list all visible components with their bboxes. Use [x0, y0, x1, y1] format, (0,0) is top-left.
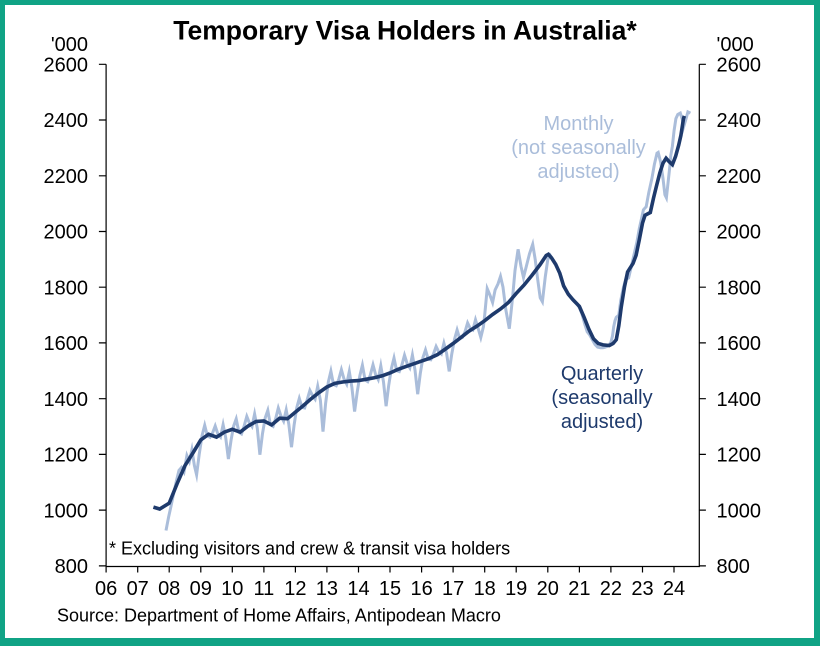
svg-text:1600: 1600 [44, 333, 89, 355]
svg-text:1400: 1400 [44, 389, 89, 411]
svg-text:2000: 2000 [44, 222, 89, 244]
svg-text:800: 800 [717, 556, 750, 578]
svg-text:Monthly: Monthly [543, 113, 613, 135]
svg-text:1000: 1000 [44, 500, 89, 522]
svg-text:2200: 2200 [717, 166, 762, 188]
svg-text:12: 12 [284, 578, 306, 600]
svg-text:Quarterly: Quarterly [561, 363, 643, 385]
svg-text:08: 08 [158, 578, 180, 600]
svg-text:1400: 1400 [717, 389, 762, 411]
svg-text:2600: 2600 [44, 55, 89, 77]
svg-text:'000: '000 [51, 34, 88, 56]
svg-text:14: 14 [347, 578, 369, 600]
svg-text:2400: 2400 [717, 110, 762, 132]
svg-text:1200: 1200 [44, 445, 89, 467]
svg-text:1600: 1600 [717, 333, 762, 355]
svg-text:(not seasonally: (not seasonally [511, 137, 646, 159]
svg-text:18: 18 [474, 578, 496, 600]
svg-text:16: 16 [410, 578, 432, 600]
svg-text:1800: 1800 [717, 277, 762, 299]
svg-text:06: 06 [95, 578, 117, 600]
svg-text:'000: '000 [717, 34, 754, 56]
svg-text:1200: 1200 [717, 445, 762, 467]
svg-text:11: 11 [254, 578, 275, 600]
svg-text:adjusted): adjusted) [561, 411, 643, 433]
svg-text:20: 20 [537, 578, 559, 600]
svg-text:22: 22 [600, 578, 622, 600]
svg-text:24: 24 [663, 578, 685, 600]
svg-text:21: 21 [568, 578, 590, 600]
svg-text:2000: 2000 [717, 222, 762, 244]
svg-text:2200: 2200 [44, 166, 89, 188]
svg-text:Temporary Visa Holders in Aust: Temporary Visa Holders in Australia* [173, 16, 637, 46]
svg-text:adjusted): adjusted) [537, 161, 619, 183]
svg-text:19: 19 [505, 578, 527, 600]
svg-text:13: 13 [316, 578, 338, 600]
svg-text:07: 07 [127, 578, 149, 600]
svg-text:15: 15 [379, 578, 401, 600]
svg-text:1000: 1000 [717, 500, 762, 522]
svg-text:17: 17 [442, 578, 464, 600]
svg-text:23: 23 [631, 578, 653, 600]
svg-text:800: 800 [55, 556, 88, 578]
svg-text:2600: 2600 [717, 55, 762, 77]
svg-text:09: 09 [190, 578, 212, 600]
svg-text:10: 10 [221, 578, 243, 600]
svg-text:1800: 1800 [44, 277, 89, 299]
svg-text:2400: 2400 [44, 110, 89, 132]
svg-text:Source: Department of Home Aff: Source: Department of Home Affairs, Anti… [57, 606, 501, 626]
svg-text:* Excluding visitors and crew: * Excluding visitors and crew & transit … [109, 539, 510, 559]
svg-text:(seasonally: (seasonally [551, 387, 652, 409]
